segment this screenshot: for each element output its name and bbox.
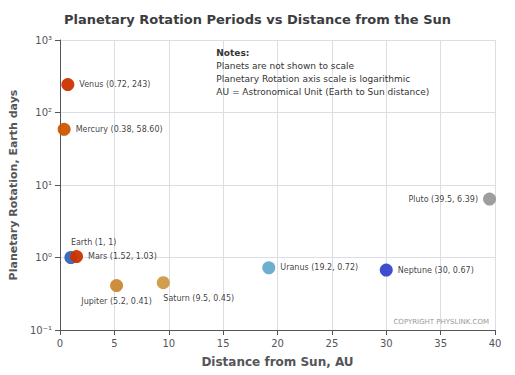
svg-text:Neptune (30, 0.67): Neptune (30, 0.67) [398, 266, 474, 275]
svg-text:30: 30 [380, 338, 393, 349]
svg-text:40: 40 [489, 338, 502, 349]
svg-text:AU = Astronomical Unit (Earth: AU = Astronomical Unit (Earth to Sun dis… [216, 87, 429, 97]
svg-text:10³: 10³ [35, 35, 52, 46]
svg-text:Notes:: Notes: [216, 48, 249, 58]
svg-text:Pluto (39.5, 6.39): Pluto (39.5, 6.39) [408, 195, 478, 204]
svg-text:35: 35 [434, 338, 447, 349]
svg-text:Planetary Rotation Periods vs: Planetary Rotation Periods vs Distance f… [64, 12, 451, 27]
svg-text:Jupiter (5.2, 0.41): Jupiter (5.2, 0.41) [80, 297, 151, 306]
svg-text:Saturn (9.5, 0.45): Saturn (9.5, 0.45) [163, 294, 234, 303]
svg-text:COPYRIGHT PHYSLINK.COM: COPYRIGHT PHYSLINK.COM [393, 318, 489, 326]
svg-text:10⁻¹: 10⁻¹ [30, 325, 52, 336]
svg-text:Earth (1, 1): Earth (1, 1) [71, 238, 117, 247]
svg-text:Planets are not shown to scale: Planets are not shown to scale [216, 61, 354, 71]
svg-text:10⁰: 10⁰ [35, 252, 52, 263]
svg-text:Planetary Rotation, Earth days: Planetary Rotation, Earth days [7, 89, 20, 280]
svg-text:15: 15 [217, 338, 230, 349]
svg-text:0: 0 [57, 338, 63, 349]
svg-text:Venus (0.72, 243): Venus (0.72, 243) [79, 80, 150, 89]
svg-text:Distance from Sun, AU: Distance from Sun, AU [201, 355, 353, 369]
svg-text:10¹: 10¹ [35, 180, 52, 191]
svg-text:Mars (1.52, 1.03): Mars (1.52, 1.03) [88, 252, 157, 261]
svg-text:10: 10 [162, 338, 175, 349]
svg-text:5: 5 [111, 338, 117, 349]
svg-text:Planetary Rotation axis scale: Planetary Rotation axis scale is logarit… [216, 74, 410, 84]
svg-text:20: 20 [271, 338, 284, 349]
svg-text:10²: 10² [35, 107, 52, 118]
svg-text:Mercury (0.38, 58.60): Mercury (0.38, 58.60) [76, 125, 163, 134]
svg-text:25: 25 [326, 338, 339, 349]
svg-text:Uranus (19.2, 0.72): Uranus (19.2, 0.72) [280, 263, 358, 272]
